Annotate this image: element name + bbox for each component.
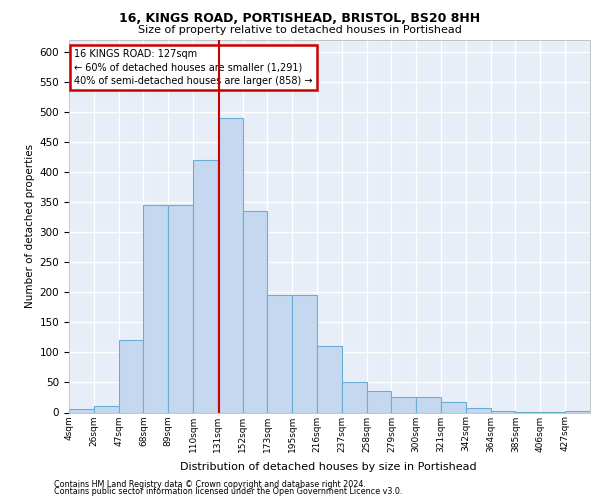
Bar xyxy=(218,118,242,412)
Bar xyxy=(242,211,268,412)
Text: 16 KINGS ROAD: 127sqm
← 60% of detached houses are smaller (1,291)
40% of semi-d: 16 KINGS ROAD: 127sqm ← 60% of detached … xyxy=(74,50,313,86)
Bar xyxy=(69,410,94,412)
Bar xyxy=(292,296,317,412)
Bar xyxy=(466,408,491,412)
Bar xyxy=(391,398,416,412)
Bar xyxy=(342,382,367,412)
Text: 16, KINGS ROAD, PORTISHEAD, BRISTOL, BS20 8HH: 16, KINGS ROAD, PORTISHEAD, BRISTOL, BS2… xyxy=(119,12,481,24)
Bar xyxy=(367,392,391,412)
Bar xyxy=(317,346,342,412)
Bar xyxy=(119,340,143,412)
Text: Distribution of detached houses by size in Portishead: Distribution of detached houses by size … xyxy=(181,462,477,472)
Bar xyxy=(268,296,292,412)
Text: Size of property relative to detached houses in Portishead: Size of property relative to detached ho… xyxy=(138,25,462,35)
Text: Contains public sector information licensed under the Open Government Licence v3: Contains public sector information licen… xyxy=(54,488,403,496)
Text: Contains HM Land Registry data © Crown copyright and database right 2024.: Contains HM Land Registry data © Crown c… xyxy=(54,480,366,489)
Bar xyxy=(416,398,441,412)
Bar xyxy=(168,205,193,412)
Y-axis label: Number of detached properties: Number of detached properties xyxy=(25,144,35,308)
Bar xyxy=(193,160,218,412)
Bar xyxy=(441,402,466,412)
Bar xyxy=(143,205,168,412)
Bar xyxy=(94,406,119,412)
